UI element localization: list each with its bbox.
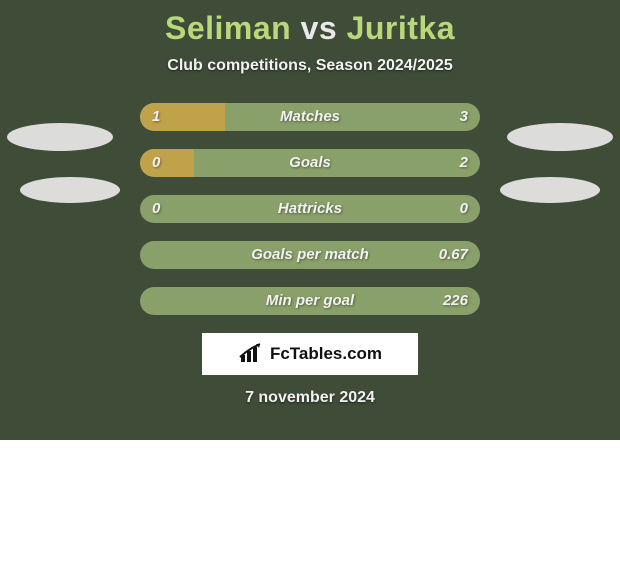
- stat-row-min-per-goal: Min per goal 226: [140, 287, 480, 315]
- source-badge-text: FcTables.com: [270, 344, 382, 364]
- stat-label: Hattricks: [140, 195, 480, 223]
- stat-right-value: 2: [460, 149, 468, 177]
- stat-bars: 1 Matches 3 0 Goals 2 0 Hattricks 0 Goal…: [140, 103, 480, 315]
- player2-photo-placeholder-bottom: [500, 177, 600, 203]
- title-vs: vs: [301, 10, 338, 46]
- player2-photo-placeholder-top: [507, 123, 613, 151]
- stat-label: Goals per match: [140, 241, 480, 269]
- source-badge: FcTables.com: [202, 333, 418, 375]
- stat-row-matches: 1 Matches 3: [140, 103, 480, 131]
- snapshot-date: 7 november 2024: [0, 389, 620, 407]
- stat-right-value: 0.67: [439, 241, 468, 269]
- player1-photo-placeholder-bottom: [20, 177, 120, 203]
- stat-right-value: 226: [443, 287, 468, 315]
- chart-icon: [238, 343, 264, 365]
- stat-row-goals-per-match: Goals per match 0.67: [140, 241, 480, 269]
- player1-name: Seliman: [165, 10, 291, 46]
- player2-name: Juritka: [347, 10, 455, 46]
- page-title: Seliman vs Juritka: [0, 0, 620, 47]
- stat-label: Matches: [140, 103, 480, 131]
- stat-label: Goals: [140, 149, 480, 177]
- subtitle: Club competitions, Season 2024/2025: [0, 57, 620, 75]
- stat-row-goals: 0 Goals 2: [140, 149, 480, 177]
- stat-label: Min per goal: [140, 287, 480, 315]
- stat-row-hattricks: 0 Hattricks 0: [140, 195, 480, 223]
- comparison-card: Seliman vs Juritka Club competitions, Se…: [0, 0, 620, 440]
- stat-right-value: 3: [460, 103, 468, 131]
- player1-photo-placeholder-top: [7, 123, 113, 151]
- stat-right-value: 0: [460, 195, 468, 223]
